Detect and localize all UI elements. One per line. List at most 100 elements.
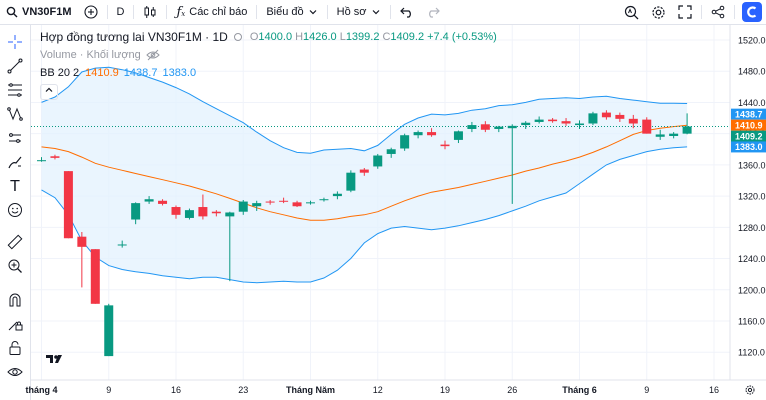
candle-body bbox=[225, 212, 235, 217]
candle-body bbox=[265, 201, 275, 203]
candle-body bbox=[63, 171, 73, 239]
profile-menu-button[interactable]: Hồ sơ bbox=[331, 0, 387, 24]
price-tag-bg bbox=[731, 141, 766, 153]
ruler-tool[interactable] bbox=[5, 232, 25, 252]
time-tick-label: 9 bbox=[644, 385, 649, 395]
pattern-icon bbox=[7, 107, 23, 121]
toolbar-divider bbox=[106, 5, 108, 19]
settings-button[interactable] bbox=[645, 0, 672, 24]
volume-label[interactable]: Volume · Khối lượng bbox=[40, 49, 141, 61]
price-tick-label: 1320.0 bbox=[738, 192, 766, 202]
open-value: 1400.0 bbox=[258, 31, 293, 43]
fullscreen-icon bbox=[678, 5, 692, 19]
trend-line-tool[interactable] bbox=[5, 56, 25, 76]
symbol-search[interactable]: VN30F1M bbox=[0, 0, 78, 24]
candle-body bbox=[507, 125, 517, 129]
open-label: O bbox=[249, 31, 259, 43]
charts-menu-button[interactable]: Biểu đồ bbox=[260, 0, 323, 24]
candle bbox=[521, 121, 531, 129]
projection-tool[interactable] bbox=[5, 128, 25, 148]
brush-tool[interactable] bbox=[5, 152, 25, 172]
candle bbox=[77, 232, 87, 288]
price-tick-label: 1160.0 bbox=[738, 316, 765, 326]
toolbar-divider bbox=[326, 5, 328, 19]
candle bbox=[225, 211, 235, 282]
magnet-tool[interactable] bbox=[5, 290, 25, 310]
eye-off-icon[interactable] bbox=[146, 49, 160, 61]
bb-row: BB 20 2 1410.9 1438.7 1383.0 bbox=[40, 66, 497, 80]
eye-icon bbox=[7, 368, 23, 376]
interval-button[interactable]: D bbox=[111, 0, 131, 24]
share-icon bbox=[711, 5, 725, 19]
undo-button[interactable] bbox=[394, 0, 420, 24]
indicators-button[interactable]: ƒx Các chỉ báo bbox=[170, 0, 253, 24]
watermark-dot bbox=[54, 355, 58, 359]
emoji-tool[interactable] bbox=[5, 200, 25, 220]
candle-body bbox=[104, 305, 114, 357]
time-axis: tháng 4 9 16 23 Tháng Năm 12 19 26 Tháng 6 9 16 bbox=[25, 385, 719, 395]
candle bbox=[628, 114, 638, 129]
candle-body bbox=[655, 134, 665, 137]
candle-body bbox=[279, 200, 289, 202]
bb-basis-value: 1410.9 bbox=[85, 67, 119, 79]
candle bbox=[332, 191, 342, 200]
chevron-down-icon bbox=[372, 10, 379, 15]
redo-button[interactable] bbox=[420, 0, 446, 24]
trend-line-icon bbox=[7, 58, 23, 74]
bb-basis-price-tag: 1410.9 bbox=[731, 119, 766, 131]
candle-body bbox=[184, 210, 194, 218]
fib-tool[interactable] bbox=[5, 80, 25, 100]
time-tick-label: Tháng 6 bbox=[562, 385, 597, 395]
price-tag-label: 1409.2 bbox=[735, 131, 763, 141]
price-tick-label: 1360.0 bbox=[738, 160, 766, 170]
gear-icon bbox=[652, 5, 665, 19]
legend-title[interactable]: Hợp đồng tương lai VN30F1M · 1D bbox=[40, 30, 228, 44]
candle bbox=[655, 129, 665, 140]
quick-search-button[interactable] bbox=[618, 0, 645, 24]
chart-type-button[interactable] bbox=[137, 0, 163, 24]
fullscreen-button[interactable] bbox=[672, 0, 698, 24]
app-logo-icon[interactable] bbox=[741, 1, 763, 23]
candle-body bbox=[440, 144, 450, 147]
time-tick-label: 23 bbox=[238, 385, 248, 395]
toolbar-divider bbox=[133, 5, 135, 19]
hide-drawings-tool[interactable] bbox=[5, 362, 25, 382]
bb-upper-value: 1438.7 bbox=[123, 67, 158, 79]
time-tick-label: 12 bbox=[373, 385, 383, 395]
watermark-mark bbox=[46, 355, 53, 363]
low-value: 1399.2 bbox=[345, 31, 380, 43]
price-tick-label: 1480.0 bbox=[738, 67, 766, 77]
price-tick-label: 1120.0 bbox=[738, 348, 765, 358]
emoji-icon bbox=[8, 203, 22, 217]
price-tag-bg bbox=[731, 130, 766, 142]
crosshair-tool[interactable] bbox=[5, 32, 25, 52]
candle-body bbox=[306, 202, 315, 204]
gear-outer bbox=[745, 385, 755, 395]
text-tool[interactable]: T bbox=[5, 176, 25, 196]
share-button[interactable] bbox=[705, 0, 731, 24]
bb-label[interactable]: BB 20 2 bbox=[40, 67, 80, 79]
close-label: C bbox=[382, 31, 391, 43]
pattern-tool[interactable] bbox=[5, 104, 25, 124]
collapse-legend-button[interactable] bbox=[40, 84, 497, 100]
lock-all-tool[interactable] bbox=[5, 338, 25, 358]
high-value: 1426.0 bbox=[303, 31, 337, 43]
candle bbox=[494, 125, 504, 133]
candle-body bbox=[575, 123, 584, 126]
compare-button[interactable] bbox=[78, 0, 104, 24]
candle-body bbox=[90, 249, 100, 304]
candle-body bbox=[50, 156, 60, 158]
axis-settings-gear-icon[interactable] bbox=[745, 385, 755, 395]
toolbar-divider bbox=[389, 5, 391, 19]
candle-body bbox=[601, 112, 611, 118]
candle-body bbox=[386, 149, 396, 154]
candle bbox=[346, 170, 356, 193]
lock-drawings-tool[interactable] bbox=[5, 314, 25, 334]
add-circle-icon bbox=[83, 5, 98, 19]
zoom-tool[interactable] bbox=[5, 256, 25, 276]
watermark-slash bbox=[55, 355, 62, 363]
last-price-tag: 1409.2 bbox=[731, 130, 766, 142]
candle-body bbox=[332, 193, 342, 197]
candle bbox=[588, 111, 598, 126]
